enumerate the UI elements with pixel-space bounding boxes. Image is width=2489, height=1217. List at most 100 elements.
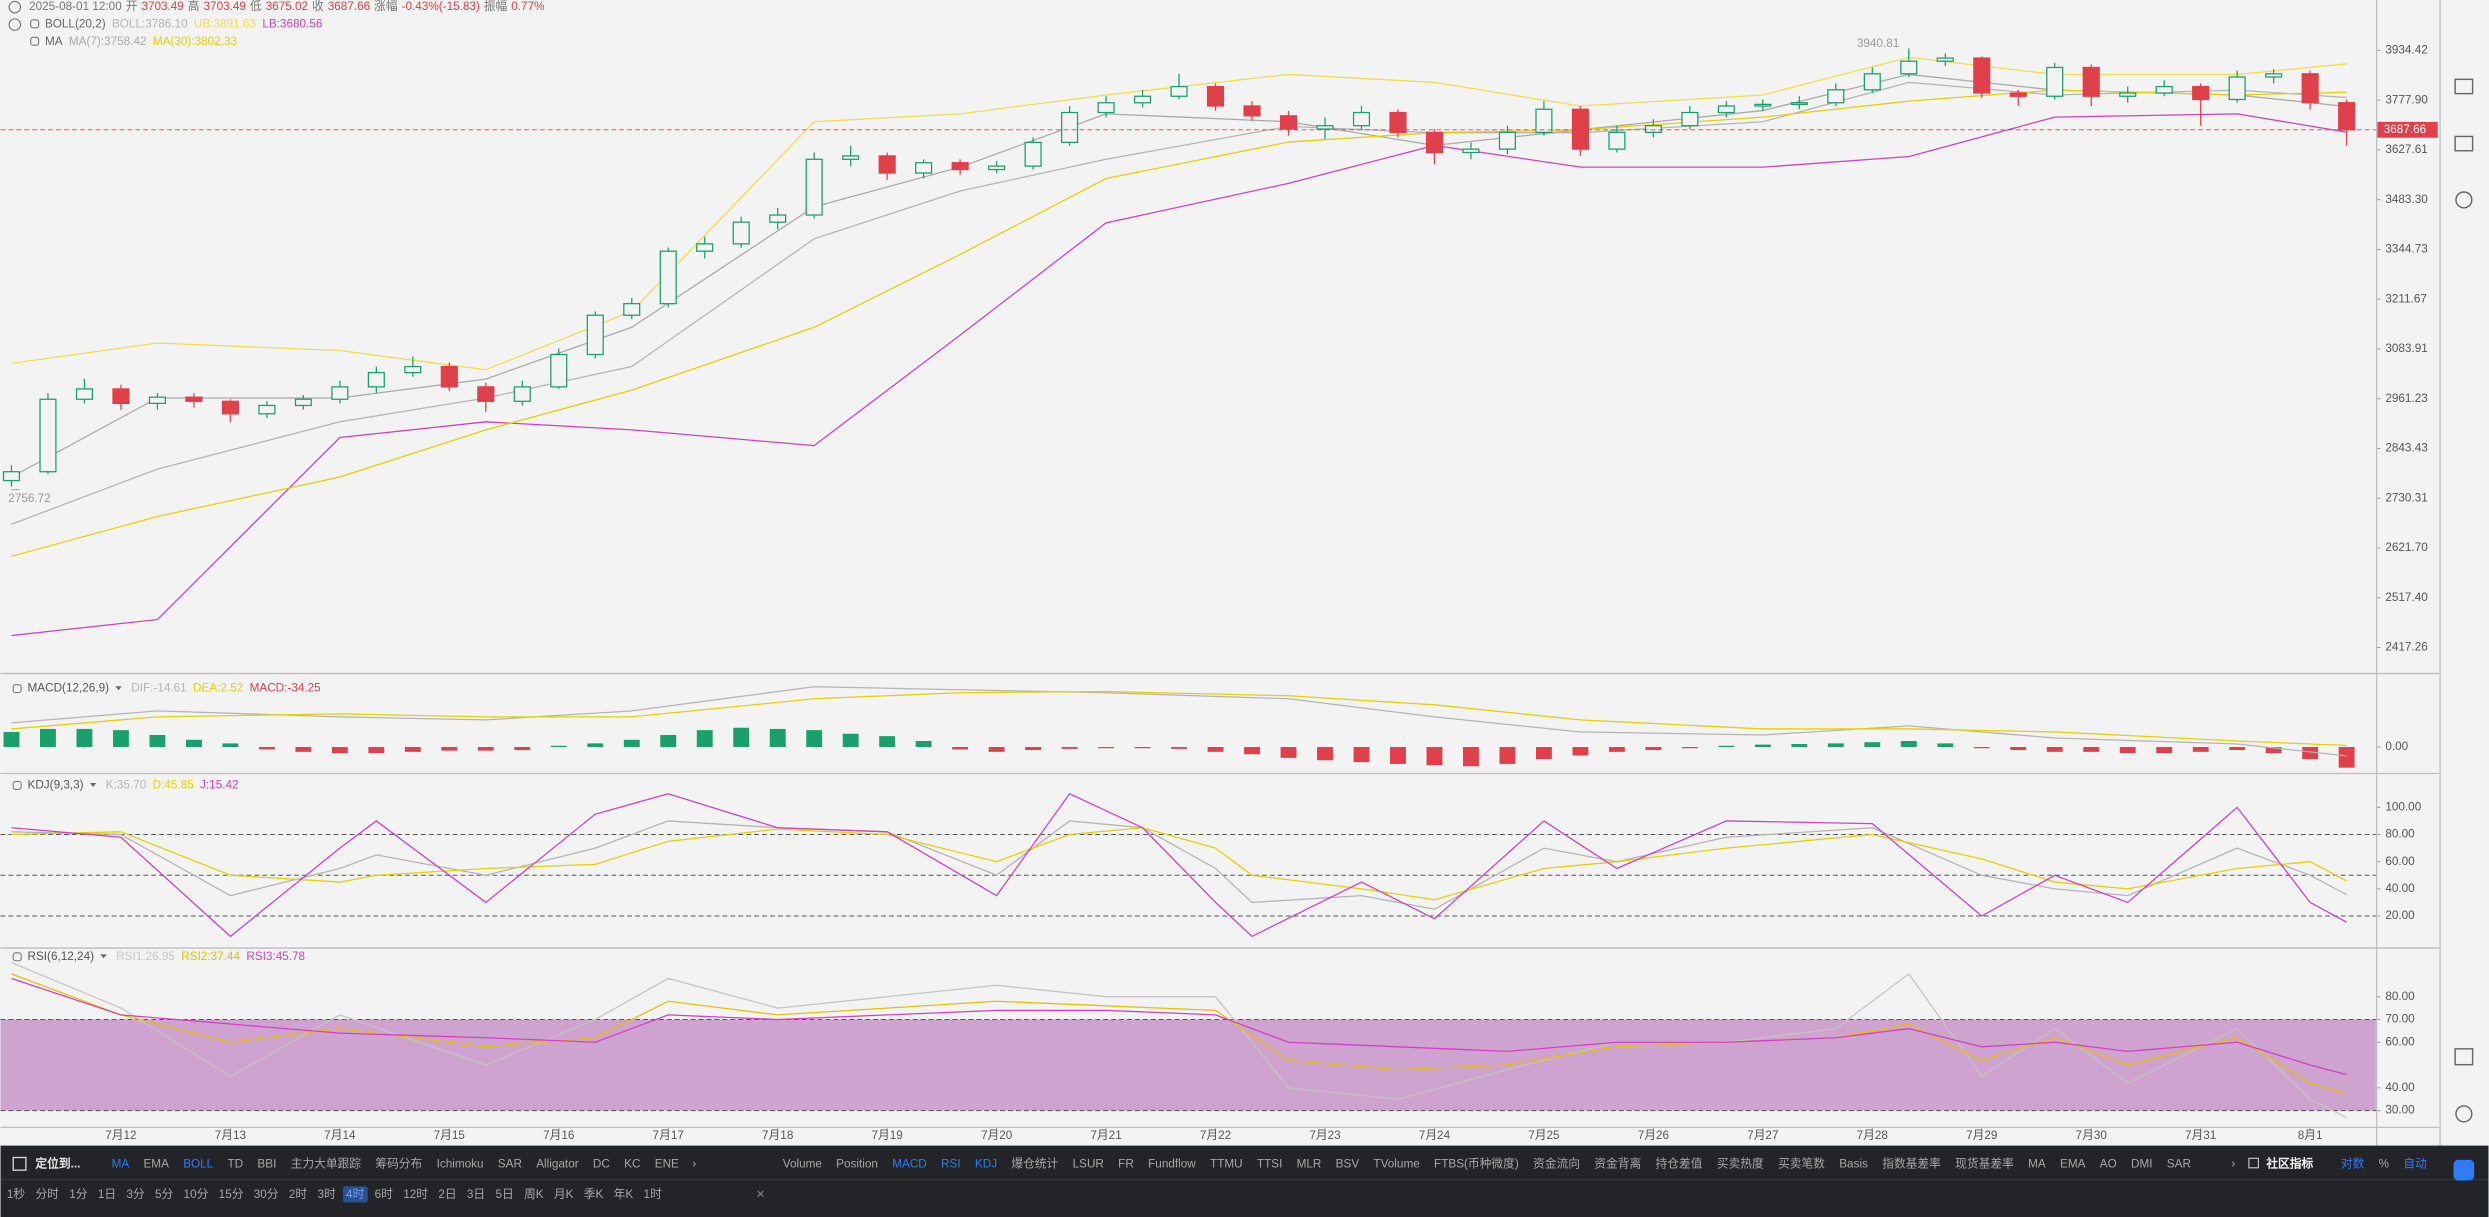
candle-body [1681, 111, 1699, 127]
indicator-toggle[interactable]: BSV [1336, 1158, 1360, 1171]
tool-icon[interactable] [2454, 135, 2474, 152]
alert-icon [12, 780, 22, 790]
indicator-toggle[interactable]: BBI [257, 1158, 276, 1171]
indicator-toggle[interactable]: KDJ [975, 1158, 997, 1171]
indicator-toggle[interactable]: ENE [655, 1158, 679, 1171]
tool-icon[interactable] [2454, 1048, 2474, 1066]
tool-icon[interactable] [2454, 78, 2474, 95]
indicator-toggle[interactable]: Ichimoku [437, 1158, 484, 1171]
more-arrow[interactable]: › [2231, 1158, 2235, 1171]
indicator-toggle[interactable]: 买卖笔数 [1778, 1157, 1825, 1171]
timeframe-button[interactable]: 10分 [184, 1188, 209, 1201]
indicator-toggle[interactable]: KC [624, 1158, 641, 1171]
indicator-toggle[interactable]: 主力大单跟踪 [291, 1157, 362, 1171]
indicator-toggle[interactable]: EMA [143, 1158, 169, 1171]
timeframe-button[interactable]: 15分 [219, 1188, 244, 1201]
macd-bar [40, 728, 56, 748]
locate-icon[interactable] [12, 1156, 27, 1171]
indicator-toggle[interactable]: Fundflow [1148, 1158, 1196, 1171]
more-arrow[interactable]: › [692, 1158, 696, 1171]
indicator-toggle[interactable]: 持仓差值 [1656, 1157, 1703, 1171]
indicator-toggle[interactable]: TTSI [1257, 1158, 1282, 1171]
timeframe-button[interactable]: 6时 [375, 1188, 394, 1201]
candle-body [1827, 89, 1845, 104]
indicator-toggle[interactable]: MLR [1297, 1158, 1322, 1171]
indicator-toggle[interactable]: BOLL [183, 1158, 213, 1171]
timeframe-button[interactable]: 3分 [126, 1188, 145, 1201]
timeframe-button[interactable]: 4时 [346, 1188, 365, 1201]
indicator-toggle[interactable]: TVolume [1373, 1158, 1419, 1171]
timeframe-button[interactable]: 1日 [98, 1188, 116, 1201]
tool-icon[interactable] [2455, 1105, 2473, 1123]
indicator-toggle[interactable]: DMI [2131, 1158, 2153, 1171]
indicator-toggle[interactable]: 买卖热度 [1717, 1157, 1764, 1171]
timeframe-button[interactable]: 周K [524, 1188, 544, 1201]
timeframe-button[interactable]: 2时 [289, 1188, 308, 1201]
macd-bar [2338, 747, 2355, 768]
community-indicators[interactable]: 社区指标 [2265, 1157, 2313, 1171]
tool-icon[interactable] [2455, 191, 2473, 209]
indicator-toggle[interactable]: TD [227, 1158, 243, 1171]
macd-bar [112, 730, 129, 748]
timeframe-button[interactable]: 1分 [69, 1188, 88, 1201]
alert-icon[interactable] [30, 19, 40, 29]
timeframe-button[interactable]: 2日 [438, 1188, 456, 1201]
alert-icon[interactable] [30, 36, 40, 46]
timeframe-button[interactable]: 5分 [155, 1188, 174, 1201]
timeframe-button[interactable]: 月K [554, 1188, 574, 1201]
indicator-toggle[interactable]: FR [1118, 1158, 1134, 1171]
timeframe-button[interactable]: 12时 [403, 1188, 428, 1201]
indicator-toggle[interactable]: SAR [2167, 1158, 2191, 1171]
indicator-toggle[interactable]: % [2379, 1158, 2390, 1171]
indicator-toggle[interactable]: 自动 [2403, 1158, 2427, 1171]
indicator-toggle[interactable]: Volume [783, 1158, 822, 1171]
indicator-toggle[interactable]: 对数 [2341, 1157, 2365, 1171]
timeframe-button[interactable]: 分时 [35, 1188, 59, 1201]
high-label: 3940.81 [1857, 37, 1899, 50]
macd-bar [222, 743, 239, 748]
indicator-toggle[interactable]: MA [112, 1158, 130, 1171]
indicator-toggle[interactable]: MACD [892, 1158, 927, 1171]
macd-bar [769, 728, 786, 748]
indicator-toggle[interactable]: RSI [941, 1158, 961, 1171]
timeframe-button[interactable]: 30分 [254, 1188, 279, 1201]
dropdown-icon [115, 686, 122, 691]
indicator-toggle[interactable]: MA [2028, 1158, 2046, 1171]
timeframe-button[interactable]: 1秒 [7, 1187, 26, 1201]
candle-body [696, 243, 714, 252]
indicator-toggle[interactable]: TTMU [1210, 1158, 1243, 1171]
timeframe-button[interactable]: 季K [584, 1188, 604, 1201]
close-icon[interactable]: ✕ [756, 1188, 766, 1201]
timeframe-button[interactable]: 年K [614, 1187, 634, 1201]
indicator-toggle[interactable]: 资金流向 [1533, 1157, 1580, 1171]
indicator-toggle[interactable]: SAR [498, 1158, 522, 1171]
timeframe-button[interactable]: 1时 [644, 1188, 663, 1201]
indicator-line [11, 686, 2347, 757]
indicator-toggle[interactable]: Alligator [536, 1158, 578, 1171]
indicator-toggle[interactable]: Position [836, 1158, 878, 1171]
timeframe-button[interactable]: 3日 [467, 1188, 485, 1201]
macd-bar [806, 730, 823, 748]
timeframe-button[interactable]: 3时 [317, 1188, 336, 1201]
indicator-toggle[interactable]: 资金背离 [1594, 1157, 1641, 1171]
locate-button[interactable]: 定位到... [35, 1157, 80, 1171]
collapse-icon[interactable] [8, 18, 22, 31]
candle-body [1097, 102, 1115, 114]
timeframe-active-bg [342, 1186, 368, 1203]
indicator-toggle[interactable]: 爆仓统计 [1011, 1157, 1058, 1171]
indicator-toggle[interactable]: Basis [1839, 1158, 1868, 1171]
macd-bar [185, 739, 202, 748]
indicator-toggle[interactable]: FTBS(币种微度) [1434, 1157, 1519, 1171]
support-icon[interactable] [2453, 1159, 2475, 1181]
macd-bar [1864, 742, 1881, 748]
candle-body [1571, 108, 1589, 150]
collapse-icon[interactable] [8, 0, 22, 14]
indicator-toggle[interactable]: LSUR [1073, 1158, 1104, 1171]
indicator-toggle[interactable]: AO [2100, 1158, 2117, 1171]
indicator-toggle[interactable]: 现货基差率 [1955, 1157, 2014, 1171]
indicator-toggle[interactable]: 筹码分布 [375, 1157, 422, 1171]
indicator-toggle[interactable]: DC [593, 1158, 610, 1171]
timeframe-button[interactable]: 5日 [495, 1188, 513, 1201]
indicator-toggle[interactable]: EMA [2060, 1158, 2086, 1171]
indicator-toggle[interactable]: 指数基差率 [1882, 1157, 1941, 1171]
